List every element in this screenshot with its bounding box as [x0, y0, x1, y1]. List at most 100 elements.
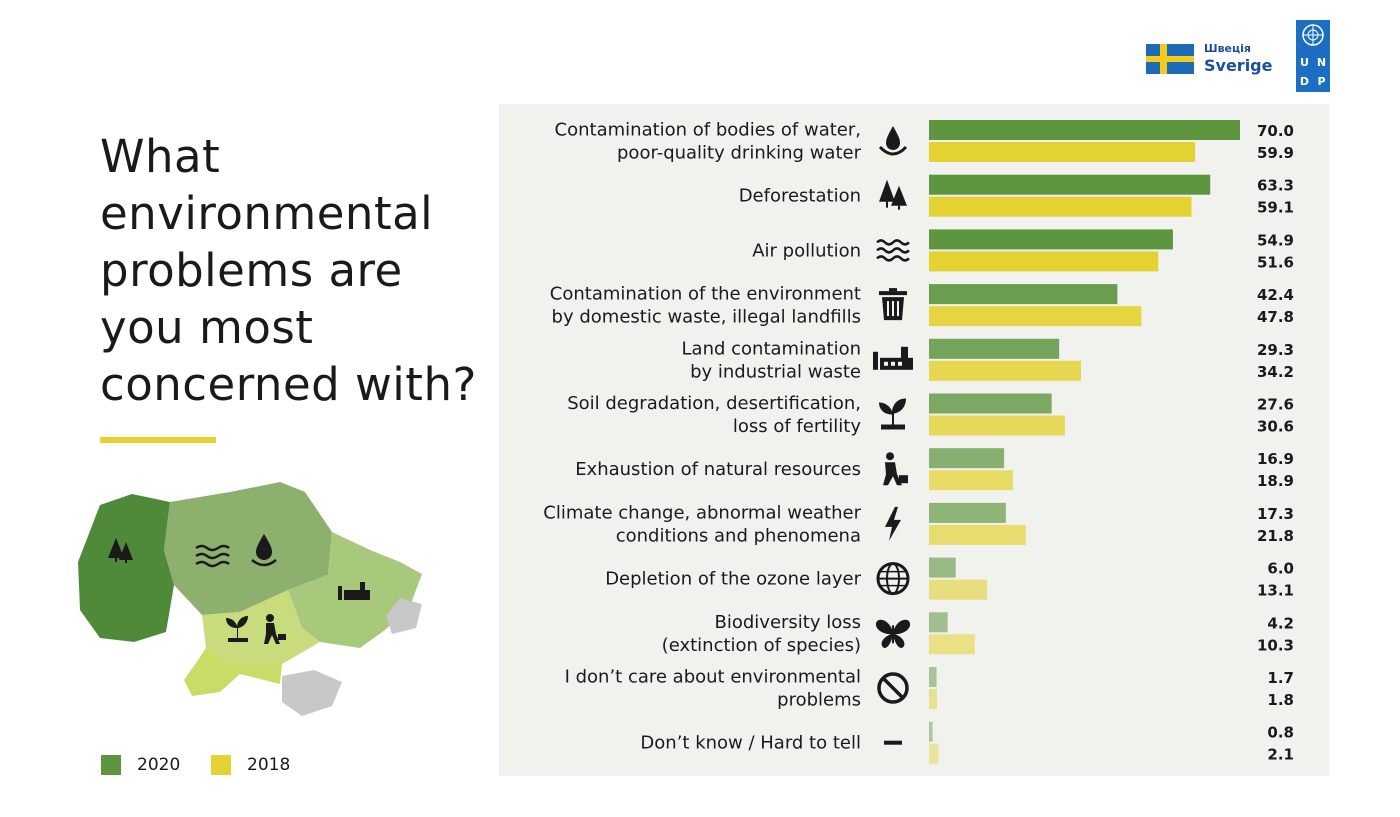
category-label: Air pollution — [752, 240, 861, 261]
bar-2020 — [929, 502, 1006, 523]
value-label-2018: 21.8 — [1257, 527, 1294, 545]
category-label-line: conditions and phenomena — [616, 525, 861, 546]
map-region-north-central — [164, 482, 332, 615]
value-label-2020: 6.0 — [1267, 560, 1294, 578]
value-label-2018: 13.1 — [1257, 582, 1294, 600]
legend-swatch-2020 — [101, 755, 121, 775]
bar-2020 — [929, 557, 956, 578]
sweden-label: Sverige — [1204, 56, 1273, 75]
sprout-icon — [226, 616, 248, 642]
bar-2018 — [929, 579, 988, 600]
undp-logo: U N D P — [1296, 20, 1330, 92]
value-label-2018: 59.1 — [1257, 199, 1294, 217]
value-label-2020: 27.6 — [1257, 396, 1294, 414]
category-label-line: Depletion of the ozone layer — [605, 569, 861, 590]
bar-2020 — [929, 284, 1118, 305]
category-label-line: by industrial waste — [690, 361, 861, 382]
bar-2020 — [929, 174, 1211, 195]
category-label: Contamination of the environment by domes… — [550, 284, 861, 328]
category-label: Land contamination by industrial waste — [682, 338, 861, 382]
bar-2018 — [929, 415, 1065, 436]
category-label-line: Contamination of the environment — [550, 284, 861, 305]
bar-2020 — [929, 229, 1173, 250]
category-label: I don’t care about environmental problems — [565, 667, 861, 711]
value-label-2020: 1.7 — [1267, 669, 1294, 687]
water-drop-icon — [878, 126, 908, 156]
category-label-line: Land contamination — [682, 338, 861, 359]
butterfly-icon — [875, 619, 911, 648]
bar-2020 — [929, 393, 1052, 414]
no-sign-icon — [877, 672, 909, 704]
value-label-2020: 54.9 — [1257, 231, 1294, 249]
bar-chart: Contamination of bodies of water, poor-qu… — [543, 120, 1294, 764]
bar-2018 — [929, 251, 1159, 272]
value-label-2018: 51.6 — [1257, 253, 1294, 271]
category-label: Biodiversity loss (extinction of species) — [662, 612, 861, 656]
value-label-2020: 29.3 — [1257, 341, 1294, 359]
value-label-2018: 34.2 — [1257, 363, 1294, 381]
category-label-line: Climate change, abnormal weather — [543, 502, 861, 523]
ukraine-map — [78, 482, 422, 716]
bar-2018 — [929, 524, 1026, 545]
bar-2020 — [929, 721, 933, 742]
value-label-2020: 0.8 — [1267, 724, 1294, 742]
undp-letter-u: U — [1300, 56, 1309, 69]
lightning-icon — [885, 506, 901, 541]
map-region-south-central — [202, 590, 320, 664]
bar-2020 — [929, 448, 1005, 469]
value-label-2020: 4.2 — [1267, 614, 1294, 632]
sweden-flag-icon — [1146, 44, 1194, 74]
category-label-line: Biodiversity loss — [715, 612, 862, 633]
map-region-south — [184, 648, 282, 696]
map-region-donbas-grey — [386, 598, 422, 634]
dash-icon — [884, 740, 902, 745]
sweden-label-ukrainian: Швеція — [1204, 42, 1251, 55]
value-label-2018: 10.3 — [1257, 636, 1294, 654]
category-label-line: Don’t know / Hard to tell — [640, 733, 861, 754]
map-region-crimea-grey — [282, 670, 342, 716]
trash-bin-icon — [879, 288, 907, 321]
value-label-2018: 30.6 — [1257, 418, 1294, 436]
bar-2018 — [929, 634, 975, 655]
category-label-line: problems — [777, 690, 861, 711]
undp-letter-d: D — [1299, 75, 1310, 88]
category-label-line: poor-quality drinking water — [617, 143, 862, 164]
category-label-line: (extinction of species) — [662, 635, 861, 656]
trees-icon — [108, 538, 133, 563]
legend-label-2018: 2018 — [247, 755, 291, 775]
category-label-line: Soil degradation, desertification, — [567, 393, 861, 414]
category-label-line: Contamination of bodies of water, — [555, 120, 861, 141]
bar-2020 — [929, 612, 948, 633]
value-label-2018: 47.8 — [1257, 308, 1294, 326]
undp-letter-p: P — [1317, 75, 1326, 88]
category-label: Exhaustion of natural resources — [575, 459, 861, 480]
sweden-logo: Швеція Sverige — [1146, 42, 1272, 78]
legend-swatch-2018 — [211, 755, 231, 775]
category-label-line: by domestic waste, illegal landfills — [552, 307, 861, 328]
value-label-2018: 2.1 — [1267, 746, 1294, 764]
bar-2018 — [929, 306, 1142, 327]
value-label-2020: 63.3 — [1257, 177, 1294, 195]
trees-icon — [879, 179, 907, 210]
category-label: Deforestation — [739, 186, 861, 207]
page-title: What environmental problems are you most… — [100, 130, 477, 411]
category-label-line: I don’t care about environmental — [565, 667, 861, 688]
category-label-line: loss of fertility — [733, 416, 861, 437]
undp-letter-n: N — [1316, 56, 1327, 69]
bar-2018 — [929, 142, 1196, 162]
title-underline — [100, 437, 216, 443]
value-label-2020: 16.9 — [1257, 450, 1294, 468]
bar-2018 — [929, 470, 1013, 491]
category-label: Don’t know / Hard to tell — [640, 733, 861, 754]
category-label: Soil degradation, desertification, loss o… — [567, 393, 861, 437]
chart-panel: Contamination of bodies of water, poor-qu… — [499, 104, 1329, 776]
bar-2018 — [929, 743, 939, 764]
air-waves-icon — [876, 239, 910, 262]
miner-icon — [883, 452, 908, 486]
factory-icon — [338, 582, 370, 600]
category-label-line: Exhaustion of natural resources — [575, 459, 861, 480]
value-label-2020: 70.0 — [1257, 122, 1294, 140]
factory-icon — [873, 346, 913, 370]
bar-2018 — [929, 196, 1192, 217]
value-label-2020: 42.4 — [1257, 286, 1294, 304]
